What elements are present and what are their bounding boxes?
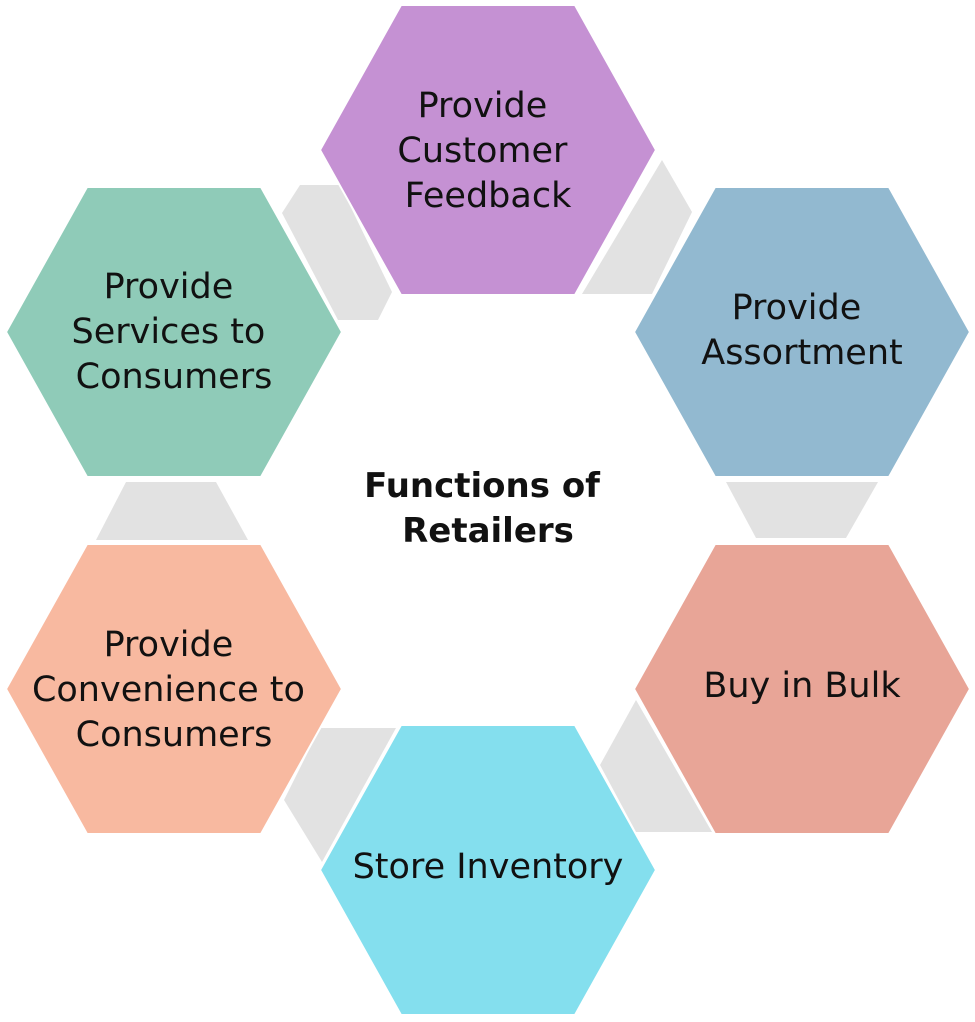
label-provide-services-to-consumers: Provide Services to Consumers bbox=[72, 267, 277, 397]
label-line: Buy in Bulk bbox=[703, 666, 901, 706]
label-line: Convenience to bbox=[32, 670, 305, 710]
connector-feedback-services bbox=[282, 185, 392, 320]
connector-assortment-bulk bbox=[726, 482, 878, 538]
label-line: Services to bbox=[72, 312, 266, 352]
label-provide-customer-feedback: Provide Customer Feedback bbox=[397, 86, 578, 216]
hexagon-buy-in-bulk bbox=[632, 543, 972, 835]
label-line: Provide bbox=[104, 267, 234, 307]
label-line: Provide bbox=[104, 625, 234, 665]
hexagon-store-inventory bbox=[318, 724, 658, 1016]
label-provide-convenience-to-consumers: Provide Convenience to Consumers bbox=[32, 625, 316, 755]
center-title-line: Retailers bbox=[402, 511, 574, 551]
hexagon-provide-assortment bbox=[632, 186, 972, 478]
label-line: Feedback bbox=[405, 176, 572, 216]
hexagon-provide-services-to-consumers bbox=[4, 186, 344, 478]
hexagon-nodes bbox=[4, 4, 972, 1016]
label-line: Consumers bbox=[76, 715, 273, 755]
connectors bbox=[96, 160, 878, 862]
label-line: Assortment bbox=[701, 333, 902, 373]
label-line: Provide bbox=[418, 86, 548, 126]
center-title-line: Functions of bbox=[364, 466, 601, 506]
label-line: Provide bbox=[732, 288, 862, 328]
hexagon-provide-customer-feedback bbox=[318, 4, 658, 296]
hexagon-labels: Provide Customer Feedback Provide Assort… bbox=[32, 86, 903, 887]
connector-convenience-services bbox=[96, 482, 248, 540]
label-buy-in-bulk: Buy in Bulk bbox=[703, 666, 901, 706]
label-provide-assortment: Provide Assortment bbox=[701, 288, 902, 373]
label-line: Customer bbox=[397, 131, 568, 171]
label-line: Consumers bbox=[76, 357, 273, 397]
label-line: Store Inventory bbox=[353, 847, 624, 887]
label-store-inventory: Store Inventory bbox=[353, 847, 624, 887]
connector-inventory-convenience bbox=[284, 728, 396, 862]
center-title: Functions of Retailers bbox=[364, 466, 612, 551]
connector-bulk-inventory bbox=[600, 700, 712, 832]
connector-feedback-assortment bbox=[582, 160, 692, 294]
hexagon-provide-convenience-to-consumers bbox=[4, 543, 344, 835]
